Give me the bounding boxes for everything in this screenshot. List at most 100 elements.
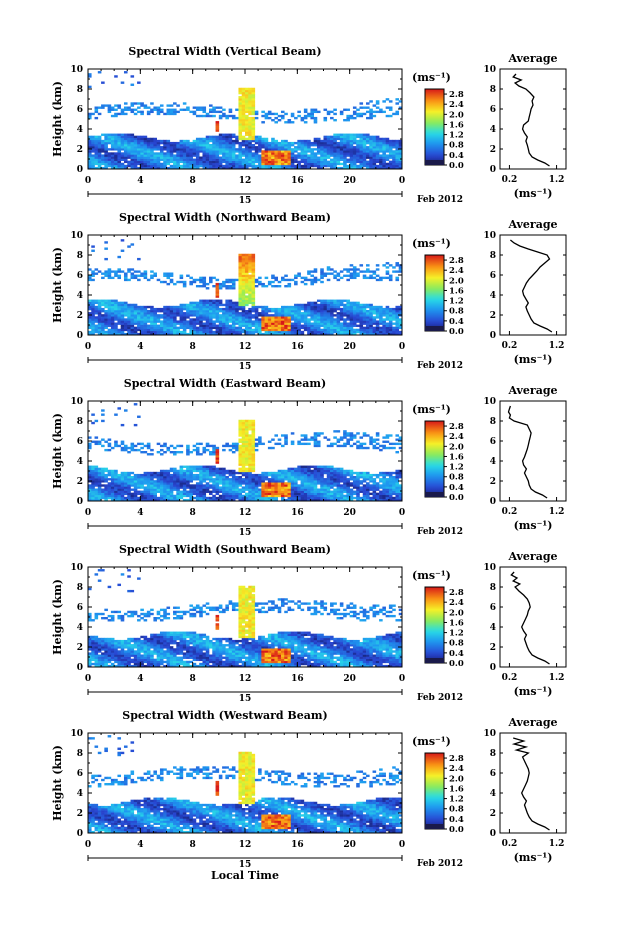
colorbar-tick-label: 2.0: [449, 276, 464, 286]
average-x-tick-label: 0.2: [502, 839, 518, 849]
average-y-tick-label: 8: [490, 583, 496, 593]
colorbar-tick-label: 2.0: [449, 774, 464, 784]
colorbar: [424, 420, 445, 498]
y-axis-label: Height (km): [51, 579, 64, 655]
colorbar-tick-label: 1.2: [449, 463, 464, 473]
x-tick-label: 0: [85, 840, 91, 850]
colorbar-tick-label: 1.2: [449, 629, 464, 639]
average-profile: Average 0 2 4 6 8 10 0.2 1.2 (ms⁻¹): [483, 716, 567, 864]
average-x-tick-label: 1.2: [549, 673, 565, 683]
y-tick-label: 8: [77, 251, 83, 261]
colorbar-tick-label: 1.6: [449, 618, 464, 628]
y-tick-label: 8: [77, 417, 83, 427]
average-x-tick-label: 0.2: [502, 673, 518, 683]
average-y-tick-label: 2: [490, 145, 496, 155]
x-tick-label: 12: [239, 176, 252, 186]
colorbar-tick-label: 1.2: [449, 297, 464, 307]
colorbar-unit: (ms⁻¹): [412, 569, 451, 582]
colorbar-tick-label: 0.0: [449, 327, 464, 337]
panel-0: Spectral Width (Vertical Beam) Height (km…: [51, 45, 567, 206]
average-x-tick-label: 1.2: [549, 839, 565, 849]
colorbar-tick-label: 0.0: [449, 659, 464, 669]
average-title: Average: [507, 716, 557, 729]
x-tick-label: 12: [239, 342, 252, 352]
average-y-tick-label: 10: [483, 563, 496, 573]
average-profile-line: [507, 405, 548, 499]
average-y-tick-label: 8: [490, 417, 496, 427]
colorbar-tick-label: 2.0: [449, 442, 464, 452]
y-tick-label: 0: [77, 829, 83, 839]
y-tick-label: 10: [70, 729, 83, 739]
day-label: 15: [239, 528, 252, 538]
y-tick-label: 0: [77, 165, 83, 175]
y-tick-label: 4: [77, 789, 83, 799]
panel-title: Spectral Width (Westward Beam): [122, 709, 327, 722]
y-tick-label: 10: [70, 65, 83, 75]
y-tick-label: 4: [77, 457, 83, 467]
average-profile-line: [509, 239, 553, 333]
average-x-label: (ms⁻¹): [514, 851, 553, 864]
colorbar-tick-label: 2.8: [449, 754, 464, 764]
colorbar-tick-label: 1.6: [449, 120, 464, 130]
y-tick-label: 0: [77, 331, 83, 341]
average-y-tick-label: 2: [490, 809, 496, 819]
average-y-tick-label: 4: [490, 125, 496, 135]
average-profile: Average 0 2 4 6 8 10 0.2 1.2 (ms⁻¹): [483, 550, 567, 698]
colorbar-tick-label: 1.2: [449, 131, 464, 141]
y-tick-label: 10: [70, 563, 83, 573]
y-tick-label: 0: [77, 497, 83, 507]
day-label: 15: [239, 860, 252, 870]
y-tick-label: 0: [77, 663, 83, 673]
y-axis-label: Height (km): [51, 247, 64, 323]
x-tick-label: 12: [239, 674, 252, 684]
colorbar-tick-label: 1.6: [449, 452, 464, 462]
y-tick-label: 4: [77, 623, 83, 633]
average-y-tick-label: 4: [490, 457, 496, 467]
average-title: Average: [507, 384, 557, 397]
x-tick-label: 4: [137, 508, 143, 518]
panels: Spectral Width (Vertical Beam) Height (km…: [51, 45, 567, 870]
colorbar-tick-label: 2.0: [449, 608, 464, 618]
average-y-tick-label: 8: [490, 251, 496, 261]
panel-title: Spectral Width (Eastward Beam): [124, 377, 326, 390]
colorbar-tick-label: 2.8: [449, 90, 464, 100]
average-x-tick-label: 0.2: [502, 175, 518, 185]
colorbar-unit: (ms⁻¹): [412, 237, 451, 250]
average-y-tick-label: 6: [490, 769, 496, 779]
x-tick-label: 16: [291, 674, 304, 684]
y-tick-label: 8: [77, 85, 83, 95]
x-tick-label: 20: [343, 342, 356, 352]
colorbar-tick-label: 0.4: [449, 649, 464, 659]
y-tick-label: 10: [70, 231, 83, 241]
average-y-tick-label: 10: [483, 231, 496, 241]
average-y-tick-label: 0: [490, 165, 496, 175]
y-axis-label: Height (km): [51, 81, 64, 157]
average-x-tick-label: 0.2: [502, 341, 518, 351]
date-label: Feb 2012: [417, 195, 463, 205]
x-tick-label: 0: [85, 674, 91, 684]
average-y-tick-label: 6: [490, 603, 496, 613]
average-frame: [499, 234, 567, 336]
panel-3: Spectral Width (Southward Beam) Height (k…: [51, 543, 567, 704]
y-tick-label: 6: [77, 271, 83, 281]
average-y-tick-label: 10: [483, 65, 496, 75]
average-y-tick-label: 6: [490, 437, 496, 447]
x-tick-label: 0: [85, 176, 91, 186]
colorbar-tick-label: 0.4: [449, 483, 464, 493]
heatmap-field: [88, 239, 403, 336]
colorbar-tick-label: 0.8: [449, 307, 464, 317]
colorbar-tick-label: 0.4: [449, 151, 464, 161]
average-x-label: (ms⁻¹): [514, 187, 553, 200]
colorbar-tick-label: 2.8: [449, 422, 464, 432]
average-x-label: (ms⁻¹): [514, 685, 553, 698]
colorbar-tick-label: 0.8: [449, 805, 464, 815]
y-tick-label: 2: [77, 643, 83, 653]
y-axis-label: Height (km): [51, 413, 64, 489]
average-frame: [499, 68, 567, 170]
average-title: Average: [507, 52, 557, 65]
average-y-tick-label: 10: [483, 397, 496, 407]
average-x-tick-label: 1.2: [549, 507, 565, 517]
colorbar-tick-label: 0.8: [449, 473, 464, 483]
colorbar-tick-label: 0.4: [449, 317, 464, 327]
colorbar-unit: (ms⁻¹): [412, 71, 451, 84]
